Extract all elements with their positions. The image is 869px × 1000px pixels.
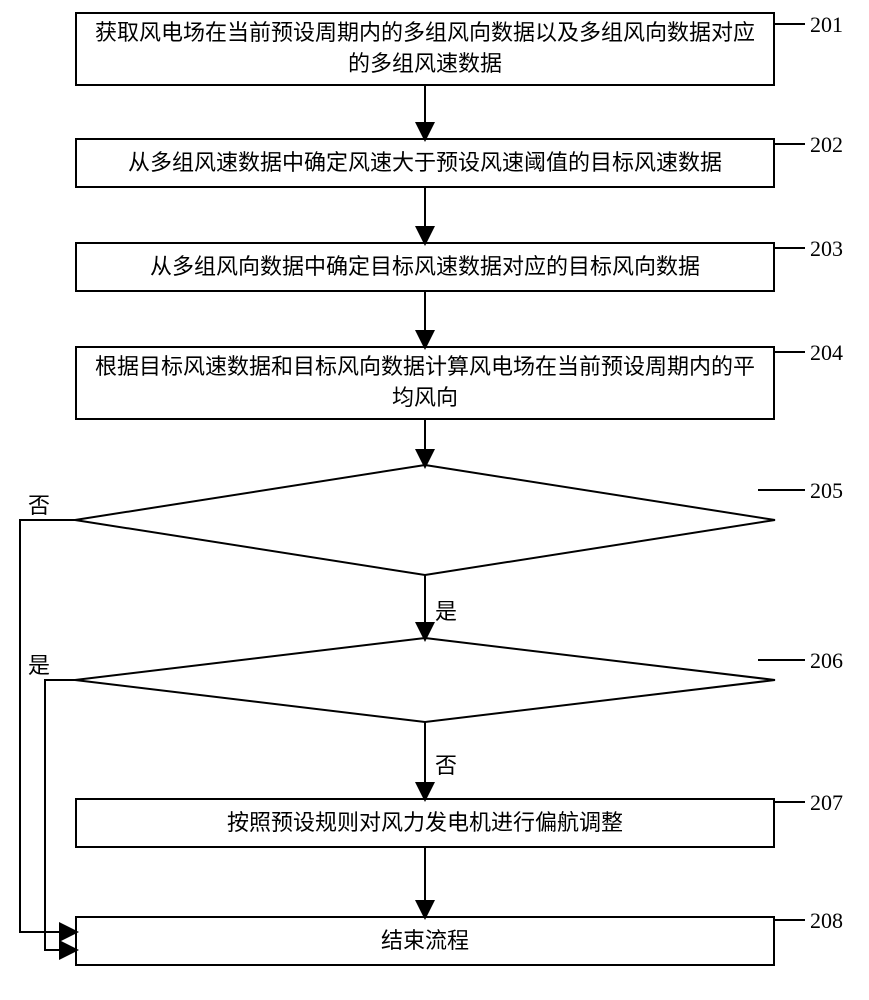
step-201: 获取风电场在当前预设周期内的多组风向数据以及多组风向数据对应的多组风速数据 bbox=[75, 12, 775, 86]
label-no-206: 否 bbox=[435, 748, 457, 780]
label-yes-206: 是 bbox=[28, 648, 50, 680]
label-yes-205: 是 bbox=[435, 594, 457, 626]
step-203: 从多组风向数据中确定目标风速数据对应的目标风向数据 bbox=[75, 242, 775, 292]
label-no-205: 否 bbox=[28, 488, 50, 520]
decision-206-text-wrap: 检测偏差角度是否小于预设角度 bbox=[145, 660, 705, 700]
ref-204: 204 bbox=[810, 340, 843, 366]
step-201-text: 获取风电场在当前预设周期内的多组风向数据以及多组风向数据对应的多组风速数据 bbox=[87, 18, 763, 80]
ref-205: 205 bbox=[810, 478, 843, 504]
step-208: 结束流程 bbox=[75, 916, 775, 966]
step-204-text: 根据目标风速数据和目标风向数据计算风电场在当前预设周期内的平均风向 bbox=[87, 352, 763, 414]
ref-208: 208 bbox=[810, 908, 843, 934]
decision-206-text: 检测偏差角度是否小于预设角度 bbox=[271, 665, 579, 695]
ref-201: 201 bbox=[810, 12, 843, 38]
decision-205-text: 检测平均风向与 风电场的风力发电机的风轮轴线方向的偏差角度是否位 于预设角度范围… bbox=[161, 475, 689, 564]
ref-202: 202 bbox=[810, 132, 843, 158]
flowchart-canvas: 获取风电场在当前预设周期内的多组风向数据以及多组风向数据对应的多组风速数据 20… bbox=[0, 0, 869, 1000]
decision-205-shape bbox=[75, 465, 775, 575]
ref-206: 206 bbox=[810, 648, 843, 674]
step-204: 根据目标风速数据和目标风向数据计算风电场在当前预设周期内的平均风向 bbox=[75, 346, 775, 420]
ref-207: 207 bbox=[810, 790, 843, 816]
decision-205-text-wrap: 检测平均风向与 风电场的风力发电机的风轮轴线方向的偏差角度是否位 于预设角度范围… bbox=[115, 472, 735, 568]
step-207: 按照预设规则对风力发电机进行偏航调整 bbox=[75, 798, 775, 848]
ref-203: 203 bbox=[810, 236, 843, 262]
step-207-text: 按照预设规则对风力发电机进行偏航调整 bbox=[227, 808, 623, 839]
step-202-text: 从多组风速数据中确定风速大于预设风速阈值的目标风速数据 bbox=[128, 148, 722, 179]
step-203-text: 从多组风向数据中确定目标风速数据对应的目标风向数据 bbox=[150, 252, 700, 283]
step-202: 从多组风速数据中确定风速大于预设风速阈值的目标风速数据 bbox=[75, 138, 775, 188]
step-208-text: 结束流程 bbox=[381, 926, 469, 957]
decision-206-shape bbox=[75, 638, 775, 722]
